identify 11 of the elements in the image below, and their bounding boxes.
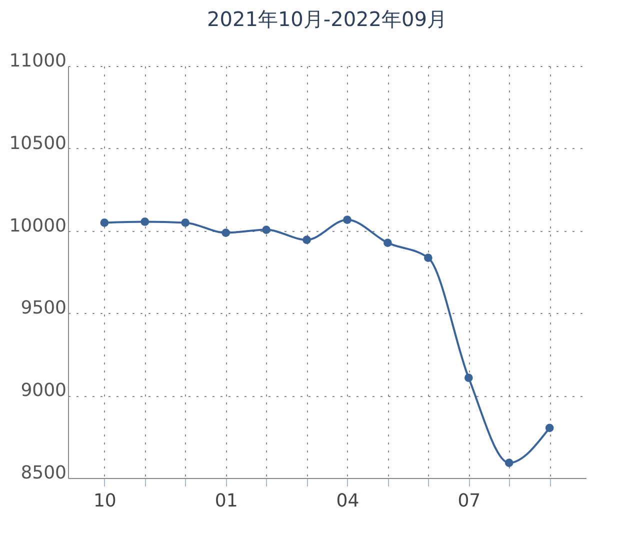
x-tick-label: 07 [458, 490, 481, 512]
y-tick-label: 8500 [20, 462, 66, 484]
y-tick-label: 9500 [20, 298, 66, 319]
y-tick-label: 9000 [20, 380, 66, 402]
x-tick-label: 04 [336, 490, 360, 512]
chart-title: 2021年10月-2022年09月 [207, 7, 447, 31]
x-tick-label: 10 [93, 490, 116, 512]
y-tick-label: 10500 [9, 132, 66, 154]
x-tick-label: 01 [214, 490, 238, 512]
y-tick-label: 10000 [9, 215, 66, 236]
y-tick-label: 11000 [9, 50, 66, 72]
